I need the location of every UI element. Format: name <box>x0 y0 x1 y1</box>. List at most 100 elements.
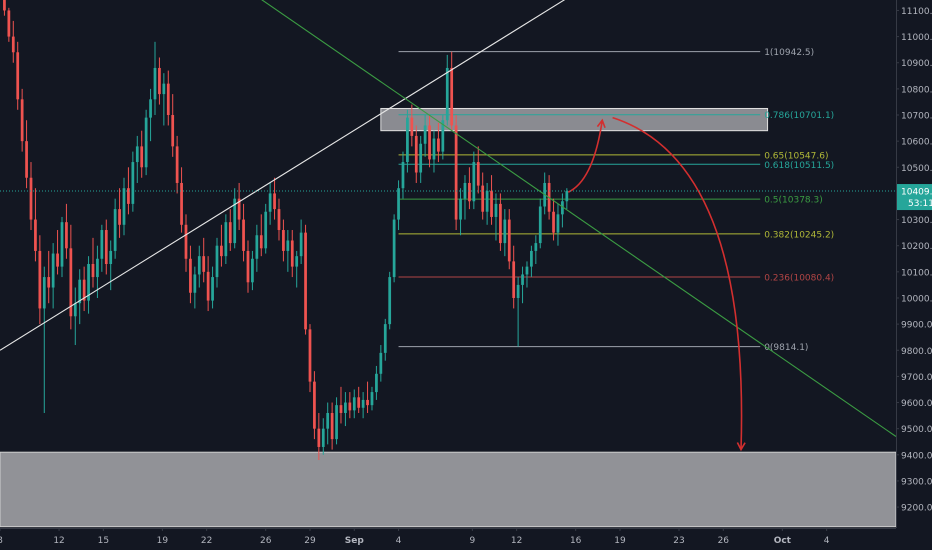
y-tick-label: 11000.0 <box>901 33 932 43</box>
candle-body <box>42 277 46 309</box>
candle-body <box>468 182 471 202</box>
candle-body <box>277 209 281 231</box>
y-tick-label: 9500.0 <box>901 425 932 435</box>
candle-body <box>419 143 423 173</box>
candle-body <box>282 230 285 251</box>
candle-body <box>251 258 254 283</box>
candle-body <box>273 193 276 210</box>
candle-body <box>392 219 396 278</box>
candle-body <box>100 230 104 259</box>
x-tick-label: 16 <box>570 536 582 546</box>
candle-body <box>264 211 268 249</box>
candle-body <box>140 146 144 168</box>
x-tick-label: 26 <box>260 536 272 546</box>
candle-body <box>255 235 259 259</box>
fib-retracement[interactable]: 1(10942.5) 0.786(10701.1) 0.65(10547.6)0.6… <box>398 48 835 353</box>
x-tick-label: 9 <box>469 536 475 546</box>
y-tick-label: 10500.0 <box>901 164 932 174</box>
up-arrow[interactable] <box>567 120 604 193</box>
candle-body <box>410 117 414 136</box>
fib-level-label: 0.786(10701.1) <box>764 111 834 121</box>
candle-body <box>463 182 467 199</box>
candle-body <box>60 222 64 267</box>
candle-body <box>113 209 117 251</box>
y-tick-label: 10100.0 <box>901 268 932 278</box>
candle-body <box>47 277 51 288</box>
fib-level-label: 0.65(10547.6) <box>764 151 828 161</box>
x-tick-label: 19 <box>157 536 169 546</box>
x-tick-label: 23 <box>673 536 684 546</box>
candle-body <box>326 412 330 429</box>
x-tick-label: 26 <box>718 536 730 546</box>
candle-body <box>503 219 507 244</box>
candle-body <box>11 36 15 53</box>
x-tick-label: 4 <box>824 536 830 546</box>
down-arrow-head <box>736 442 746 452</box>
candle-body <box>3 0 6 11</box>
candle-body <box>370 392 374 406</box>
candle-body <box>357 397 361 408</box>
trendline-green-falling[interactable] <box>258 0 897 437</box>
candle-body <box>38 250 42 309</box>
candle-body <box>552 211 555 233</box>
candle-body <box>565 191 569 202</box>
fib-level-label: 1(10942.5) <box>764 48 814 58</box>
time-axis[interactable]: 8 12 15 19 22 26 29 Sep 4 9 12 16 19 23 26 Oct 4 <box>0 528 932 550</box>
candle-body <box>313 381 316 429</box>
candle-body <box>224 222 228 257</box>
candle-body <box>246 250 250 283</box>
y-tick-label: 10000.0 <box>901 294 932 304</box>
x-tick-label: 4 <box>396 536 402 546</box>
candle-body <box>383 324 387 353</box>
x-tick-label: Oct <box>774 536 792 546</box>
zone-rect[interactable] <box>380 107 769 132</box>
candle-body <box>317 428 321 447</box>
candle-body <box>423 125 427 144</box>
candle-body <box>472 162 476 202</box>
zone-rect[interactable] <box>0 451 897 528</box>
candle-body <box>109 250 113 264</box>
y-tick-label: 10800.0 <box>901 85 932 95</box>
candle-body <box>441 120 445 152</box>
x-tick-label: 29 <box>304 536 316 546</box>
candle-body <box>352 397 356 411</box>
candle-body <box>242 219 245 251</box>
y-tick-label: 9300.0 <box>901 477 932 487</box>
price-axis-bg <box>896 0 932 550</box>
candle-body <box>485 190 489 212</box>
candle-body <box>454 125 458 220</box>
candle-body <box>175 146 179 183</box>
candle-body <box>73 303 77 317</box>
candle-body <box>379 352 383 374</box>
candle-body <box>366 399 369 406</box>
candle-body <box>499 203 502 244</box>
candle-body <box>7 10 11 37</box>
trendlines-layer[interactable] <box>0 0 897 437</box>
candle-body <box>286 240 290 251</box>
candle-body <box>494 203 498 217</box>
candle-body <box>437 138 440 152</box>
candle-body <box>375 373 378 393</box>
candle-body <box>295 256 299 267</box>
x-tick-label: 8 <box>0 536 3 546</box>
candle-body <box>388 277 392 325</box>
candle-body <box>104 230 108 264</box>
x-tick-label: 12 <box>53 536 64 546</box>
up-arrow-head <box>596 118 606 129</box>
candle-body <box>401 162 405 189</box>
price-axis[interactable]: 11100.0 11000.0 10900.0 10800.0 10700.0 10600… <box>896 0 932 550</box>
candle-body <box>304 232 307 330</box>
candle-body <box>215 245 219 278</box>
candle-body <box>153 67 157 100</box>
candle-body <box>476 162 480 186</box>
candle-body <box>65 222 68 249</box>
candle-body <box>268 193 272 212</box>
candle-body <box>162 83 166 95</box>
candle-body <box>237 198 241 220</box>
candle-body <box>556 214 560 233</box>
arrows-layer[interactable] <box>567 116 746 452</box>
trendline-white-rising[interactable] <box>0 0 568 351</box>
candle-body <box>228 222 232 244</box>
down-arrow[interactable] <box>612 116 743 450</box>
